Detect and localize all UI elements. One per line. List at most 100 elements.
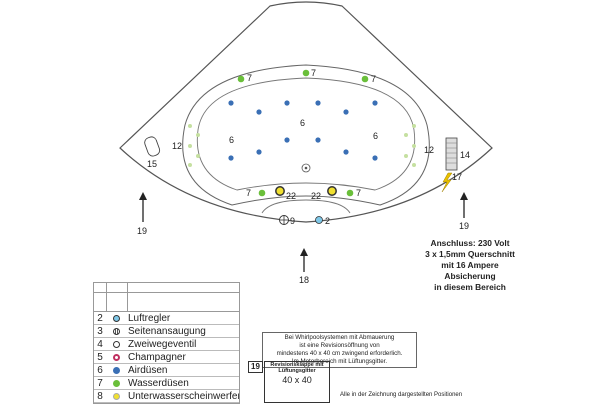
sidejet [404, 133, 408, 137]
label-jet-top-left: 7 [247, 73, 252, 83]
legend-row: 8 Unterwasserscheinwerfer [94, 390, 239, 403]
ring-icon [112, 353, 120, 361]
waterjet [346, 189, 354, 197]
waterjet [361, 75, 369, 83]
label-arrow-left: 19 [137, 226, 147, 236]
revision-hatch: 19 Revisionsklappe mit Lüftungsgitter 40… [248, 361, 330, 403]
label-airjet-left: 6 [229, 135, 234, 145]
sidejet [412, 163, 416, 167]
yellow-dot-icon [112, 392, 120, 400]
sidejet-group-right [404, 124, 416, 167]
legend-num: 5 [97, 351, 103, 363]
green-dot-icon [112, 379, 120, 387]
label-spark-right: 17 [452, 172, 462, 182]
blue-dot-icon [112, 366, 120, 374]
control-panel-right [445, 137, 458, 171]
airjet-group [228, 100, 378, 161]
label-arrow-center: 18 [299, 275, 309, 285]
note-line: mindestens 40 x 40 cm zwingend erforderl… [276, 350, 403, 357]
airjet [315, 137, 321, 143]
legend-row: 7 Wasserdüsen [94, 377, 239, 390]
arrow-left [139, 192, 147, 222]
footer-note: Alle in der Zeichnung dargestellten Posi… [340, 392, 463, 398]
airjet [372, 100, 378, 106]
label-light-bottom-left: 22 [286, 191, 296, 201]
legend-row: 4 Zweiwegeventil [94, 338, 239, 351]
revision-box: Revisionsklappe mit Lüftungsgitter 40 x … [264, 361, 330, 403]
underwater-light [327, 186, 337, 196]
airjet [372, 155, 378, 161]
airjet [284, 100, 290, 106]
light-blue-circle-icon [112, 314, 120, 322]
note-line: ist eine Revisionsöffnung von [299, 342, 380, 349]
connection-line: in diesem Bereich [434, 282, 506, 292]
revision-subtitle: Lüftungsgitter [278, 368, 316, 374]
legend-row: 2 Luftregler [94, 312, 239, 325]
tub-seat [261, 199, 351, 214]
arrow-center [300, 248, 308, 272]
legend-blank-row [94, 293, 239, 312]
legend-label: Airdüsen [128, 364, 168, 376]
legend-label: Champagner [128, 351, 186, 363]
revision-size: 40 x 40 [282, 375, 312, 385]
airjet [256, 149, 262, 155]
legend-row: 5 Champagner [94, 351, 239, 364]
sidejet [412, 124, 416, 128]
drain-center [304, 166, 308, 170]
label-light-bottom-right: 22 [311, 191, 321, 201]
label-jet-bottom-right: 7 [356, 188, 361, 198]
sidejet [196, 154, 200, 158]
legend-label: Seitenansaugung [128, 325, 206, 337]
label-regulator-bottom: 2 [325, 216, 330, 226]
revision-note: Bei Whirlpoolsystemen mit Abmauerung ist… [262, 332, 417, 368]
valve-icon [112, 340, 120, 348]
legend-num: 3 [97, 325, 103, 337]
sidejet [412, 144, 416, 148]
label-airjet-right: 6 [373, 131, 378, 141]
air-regulator [315, 216, 323, 224]
revision-title: Revisionsklappe mit [270, 362, 324, 368]
sidejet [188, 144, 192, 148]
grate-icon [112, 327, 120, 335]
legend-num: 2 [97, 312, 103, 324]
arrow-right [460, 192, 468, 218]
legend-num: 7 [97, 377, 103, 389]
airjet [343, 149, 349, 155]
tub-basin [196, 77, 416, 191]
label-airjet-center: 6 [300, 118, 305, 128]
waterjet [258, 189, 266, 197]
airjet [315, 100, 321, 106]
airjet [228, 155, 234, 161]
legend-row: 6 Airdüsen [94, 364, 239, 377]
legend-label: Unterwasserscheinwerfer [128, 390, 239, 402]
underwater-light [275, 186, 285, 196]
light-panel-left [144, 136, 161, 157]
legend-row: 3 Seitenansaugung [94, 325, 239, 338]
connection-line: Anschluss: 230 Volt [430, 238, 510, 248]
legend-num: 4 [97, 338, 103, 350]
power-icon [441, 172, 453, 193]
legend-header [94, 283, 239, 293]
sidejet [188, 124, 192, 128]
sidejet [196, 133, 200, 137]
label-jet-top-right: 7 [371, 74, 376, 84]
label-light-left: 15 [147, 159, 157, 169]
note-line: Im Motorbereich mit Lüftungsgitter. [291, 358, 388, 365]
connection-line: 3 x 1,5mm Querschnitt [425, 249, 515, 259]
airjet [256, 109, 262, 115]
waterjet [302, 69, 310, 77]
label-side-left: 12 [172, 141, 182, 151]
revision-number: 19 [248, 361, 263, 373]
sidejet-group-left [188, 124, 200, 167]
legend-table: 2 Luftregler 3 Seitenansaugung 4 Zweiweg… [93, 282, 240, 404]
airjet [343, 109, 349, 115]
label-valve-bottom: 9 [290, 216, 295, 226]
legend-num: 6 [97, 364, 103, 376]
waterjet [237, 75, 245, 83]
airjet [228, 100, 234, 106]
legend-label: Luftregler [128, 312, 171, 324]
label-jet-top-center: 7 [311, 68, 316, 78]
legend-num: 8 [97, 390, 103, 402]
legend-label: Wasserdüsen [128, 377, 189, 389]
